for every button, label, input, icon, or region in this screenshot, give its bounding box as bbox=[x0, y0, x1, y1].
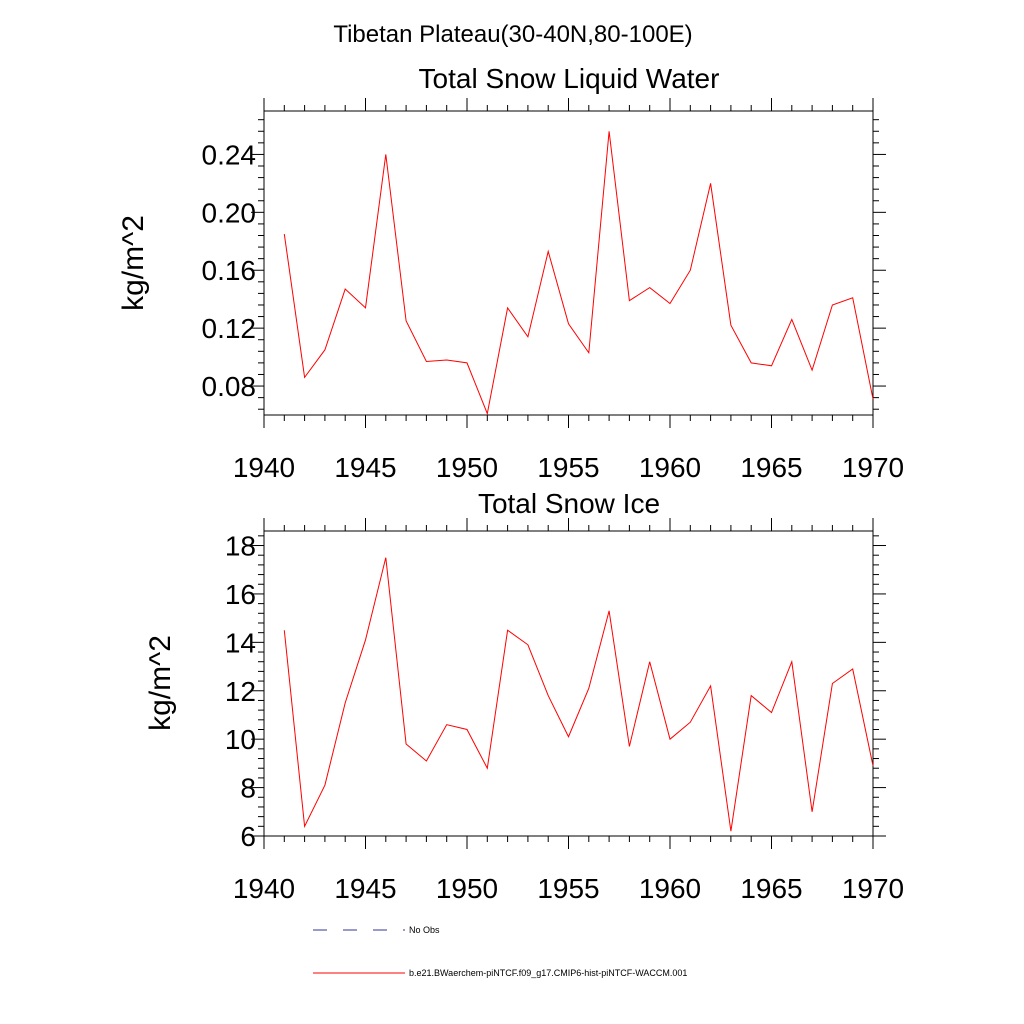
axis-ticks bbox=[251, 518, 886, 849]
series-points-0 bbox=[283, 130, 875, 415]
series-line-0 bbox=[283, 131, 874, 416]
y-tick-label: 0.24 bbox=[202, 139, 257, 170]
panel-title: Total Snow Liquid Water bbox=[419, 63, 720, 94]
x-tick-label: 1940 bbox=[233, 873, 295, 904]
y-axis-label: kg/m^2 bbox=[117, 215, 150, 311]
x-tick-label: 1965 bbox=[740, 452, 802, 483]
y-tick-label: 16 bbox=[225, 579, 256, 610]
series-line-0 bbox=[283, 557, 874, 832]
x-tick-label: 1965 bbox=[740, 873, 802, 904]
y-tick-label: 12 bbox=[225, 676, 256, 707]
figure-suptitle: Tibetan Plateau(30-40N,80-100E) bbox=[333, 21, 692, 48]
y-tick-label: 14 bbox=[225, 627, 256, 658]
panel-snow-ice: Total Snow Ice kg/m^2 1940 1945 1950 1955 19… bbox=[144, 488, 904, 904]
y-tick-label: 0.16 bbox=[202, 255, 257, 286]
legend-label-no-obs: No Obs bbox=[409, 925, 440, 935]
y-tick-label: 0.08 bbox=[202, 371, 257, 402]
x-tick-label: 1970 bbox=[842, 873, 904, 904]
legend: No Obs b.e21.BWaerchem-piNTCF.f09_g17.CM… bbox=[313, 925, 687, 978]
y-tick-label: 18 bbox=[225, 531, 256, 562]
plot-frame bbox=[263, 110, 874, 416]
x-tick-label: 1945 bbox=[334, 452, 396, 483]
y-tick-label: 6 bbox=[240, 821, 256, 852]
y-axis-label: kg/m^2 bbox=[144, 635, 177, 731]
axis-ticks bbox=[251, 98, 886, 428]
x-tick-label: 1950 bbox=[436, 873, 498, 904]
y-tick-label: 0.20 bbox=[202, 197, 257, 228]
x-tick-label: 1940 bbox=[233, 452, 295, 483]
x-tick-label: 1955 bbox=[537, 452, 599, 483]
plot-frame bbox=[263, 530, 874, 837]
panel-title: Total Snow Ice bbox=[478, 488, 660, 519]
x-tick-label: 1955 bbox=[537, 873, 599, 904]
y-tick-label: 8 bbox=[240, 773, 256, 804]
x-tick-label: 1950 bbox=[436, 452, 498, 483]
x-tick-label: 1960 bbox=[639, 873, 701, 904]
y-tick-label: 10 bbox=[225, 724, 256, 755]
legend-entry-no-obs: No Obs bbox=[313, 925, 440, 935]
panel-snow-liquid-water: Total Snow Liquid Water kg/m^2 1940 1945 1… bbox=[117, 63, 904, 483]
y-tick-label: 0.12 bbox=[202, 313, 257, 344]
series-points-0 bbox=[283, 556, 875, 833]
x-tick-label: 1960 bbox=[639, 452, 701, 483]
legend-label-model-run: b.e21.BWaerchem-piNTCF.f09_g17.CMIP6-his… bbox=[409, 968, 687, 978]
legend-entry-model-run: b.e21.BWaerchem-piNTCF.f09_g17.CMIP6-his… bbox=[313, 968, 687, 978]
x-tick-label: 1970 bbox=[842, 452, 904, 483]
x-tick-label: 1945 bbox=[334, 873, 396, 904]
